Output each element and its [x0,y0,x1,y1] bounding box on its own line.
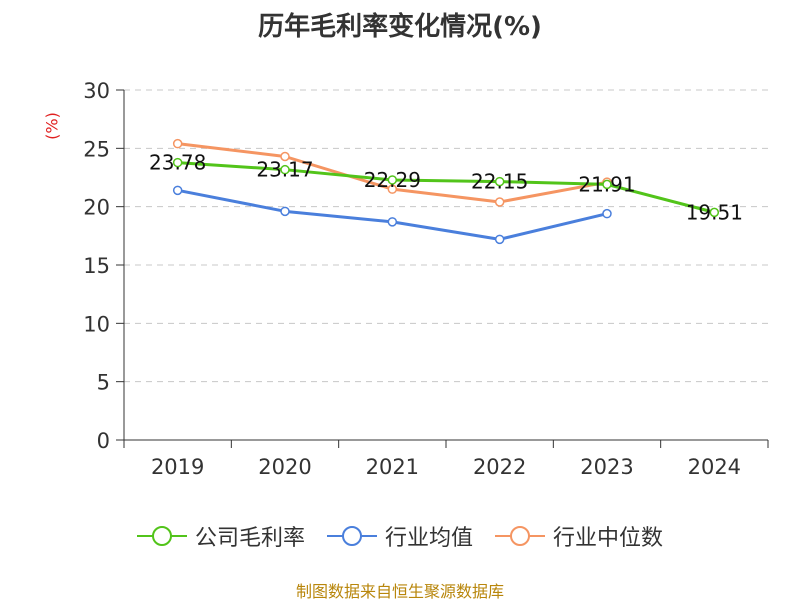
data-label: 22.29 [364,168,421,192]
data-label: 21.91 [578,172,635,196]
series-point [387,184,398,194]
data-label: 19.51 [686,200,743,224]
x-tick-label: 2024 [688,455,741,479]
legend-item[interactable]: 行业均值 [326,520,473,552]
series-point [172,157,183,168]
series-point [602,179,612,190]
series-point [602,208,612,219]
y-tick-label: 15 [83,254,110,278]
x-tick-label: 2020 [258,455,311,479]
legend: 公司毛利率 行业均值 行业中位数 [0,520,800,552]
series-line [177,161,715,214]
chart-title: 历年毛利率变化情况(%) [258,12,542,42]
x-tick-label: 2019 [151,455,204,479]
data-label: 22.15 [471,170,528,194]
grid-lines [124,89,768,383]
source-note: 制图数据来自恒生聚源数据库 [295,582,504,600]
series-point [280,164,290,175]
x-tick-label: 2023 [580,455,633,479]
series-line [177,188,608,241]
series-point [709,207,720,218]
y-tick-label: 10 [83,312,110,336]
x-tick-label: 2022 [473,455,526,479]
axes: 0 5 10 15 20 25 30 2019 2020 2021 2022 2023 2024 [83,79,769,479]
legend-marker-icon [495,526,545,546]
legend-item[interactable]: 行业中位数 [495,520,663,552]
series-point [280,151,290,162]
y-tick-label: 30 [83,79,110,103]
data-label: 23.78 [149,151,206,175]
y-tick-label: 20 [83,196,110,220]
series-point [494,176,505,187]
data-label: 23.17 [256,158,313,182]
series-point [172,185,183,196]
series-point [494,197,505,207]
x-tick-label: 2021 [366,455,419,479]
y-tick-label: 25 [83,137,110,161]
legend-marker-icon [136,526,187,546]
legend-item[interactable]: 公司毛利率 [136,520,305,552]
series-lines [172,138,720,245]
legend-label: 行业中位数 [553,526,664,551]
series-point [387,217,398,227]
series-point [494,234,505,245]
legend-label: 行业均值 [384,526,473,551]
legend-marker-icon [326,526,377,546]
series-point [387,175,398,185]
y-tick-label: 5 [97,371,110,395]
legend-label: 公司毛利率 [194,526,305,551]
data-labels: 23.78 23.17 22.29 22.15 21.91 19.51 [149,151,743,225]
series-point [172,138,183,149]
series-point [280,206,290,217]
y-tick-label: 0 [97,429,110,453]
